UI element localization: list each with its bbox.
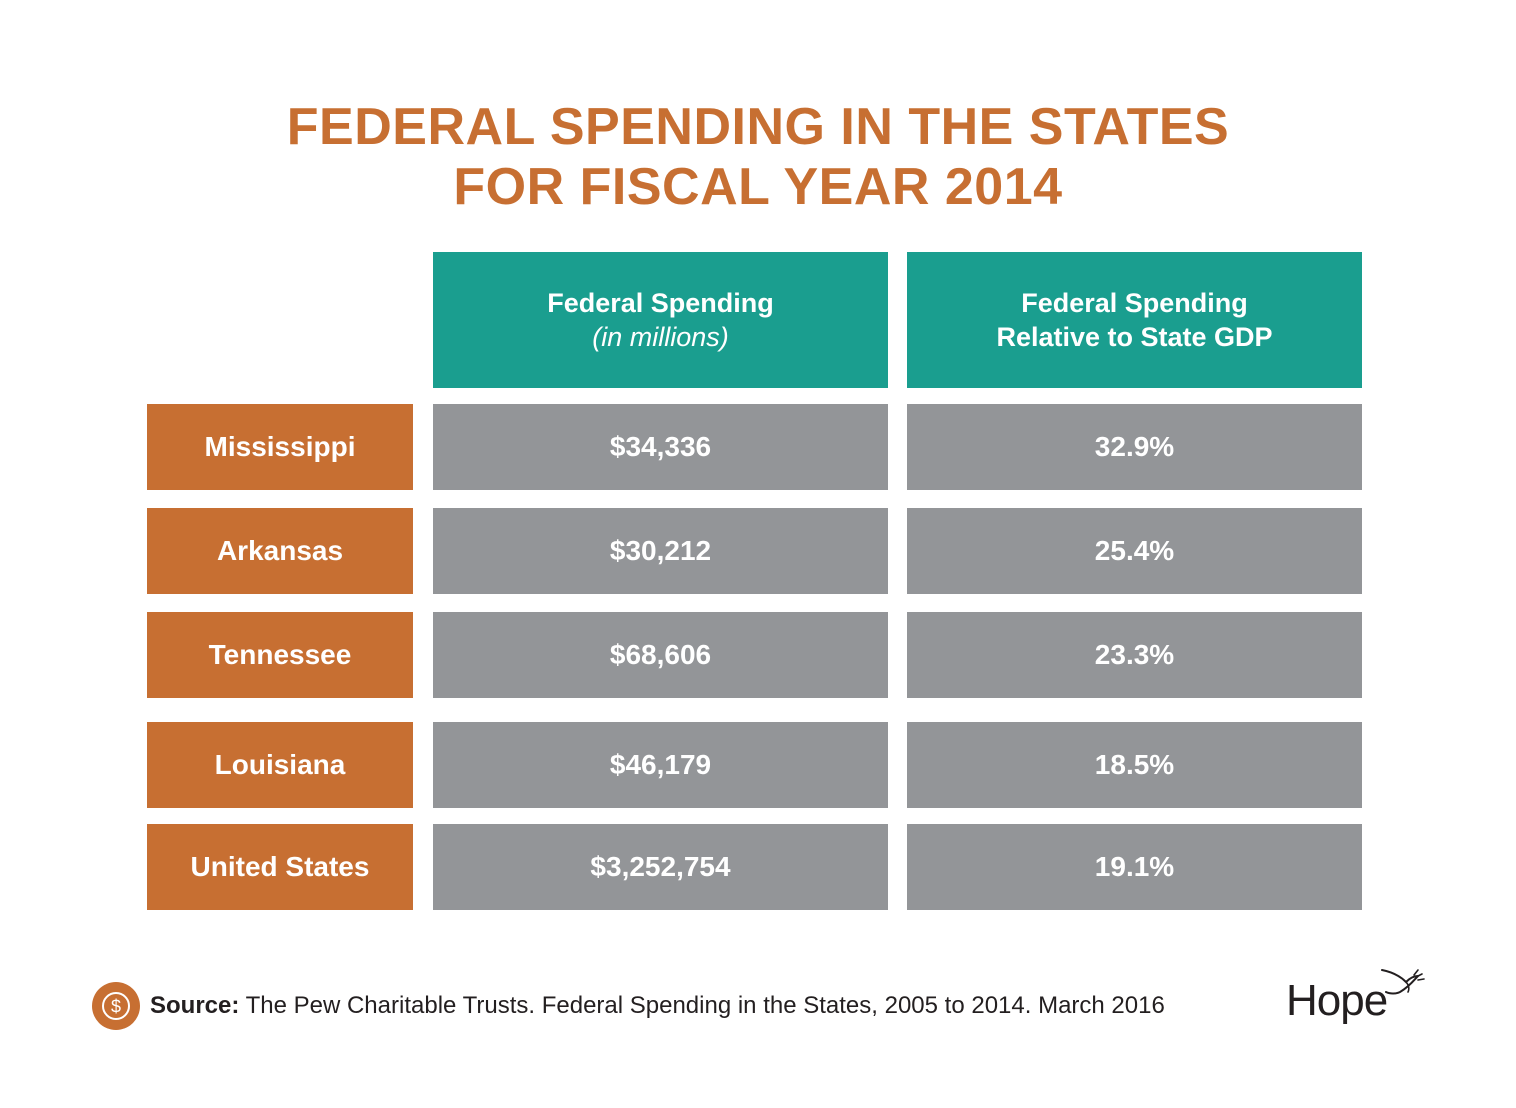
source-label: Source: [150, 992, 240, 1019]
table-cell-spending: $3,252,754 [433, 824, 888, 910]
page-title-line-2: FOR FISCAL YEAR 2014 [453, 158, 1063, 216]
table-row-state: Tennessee [147, 612, 413, 698]
table-row-state: Mississippi [147, 404, 413, 490]
table-cell-spending: $30,212 [433, 508, 888, 594]
table-cell-spending: $68,606 [433, 612, 888, 698]
source-citation: The Pew Charitable Trusts. Federal Spend… [239, 992, 1165, 1019]
table-cell-relative: 32.9% [907, 404, 1362, 490]
column-header-relative-sub: Relative to State GDP [996, 322, 1273, 352]
table-row-state: Arkansas [147, 508, 413, 594]
table-row-state: Louisiana [147, 722, 413, 808]
source-note: $ Source: The Pew Charitable Trusts. Fed… [92, 982, 1165, 1030]
table-row-state: United States [147, 824, 413, 910]
column-header-spending-unit: (in millions) [592, 322, 729, 352]
table-cell-relative: 19.1% [907, 824, 1362, 910]
page-title-line-1: FEDERAL SPENDING IN THE STATES [286, 98, 1230, 156]
svg-text:$: $ [111, 997, 121, 1017]
table-cell-spending: $34,336 [433, 404, 888, 490]
dollar-coin-icon: $ [92, 982, 140, 1030]
hope-logo: Hope [1286, 962, 1426, 1032]
hope-logo-text: Hope [1286, 976, 1388, 1025]
column-header-relative-label: Federal Spending [1021, 288, 1248, 318]
source-text: Source: The Pew Charitable Trusts. Feder… [150, 992, 1165, 1020]
column-header-relative: Federal Spending Relative to State GDP [907, 252, 1362, 388]
column-header-spending-label: Federal Spending [547, 288, 774, 318]
dove-icon [1381, 969, 1425, 995]
table-cell-relative: 25.4% [907, 508, 1362, 594]
table-cell-relative: 23.3% [907, 612, 1362, 698]
column-header-spending: Federal Spending (in millions) [433, 252, 888, 388]
table-cell-spending: $46,179 [433, 722, 888, 808]
table-cell-relative: 18.5% [907, 722, 1362, 808]
